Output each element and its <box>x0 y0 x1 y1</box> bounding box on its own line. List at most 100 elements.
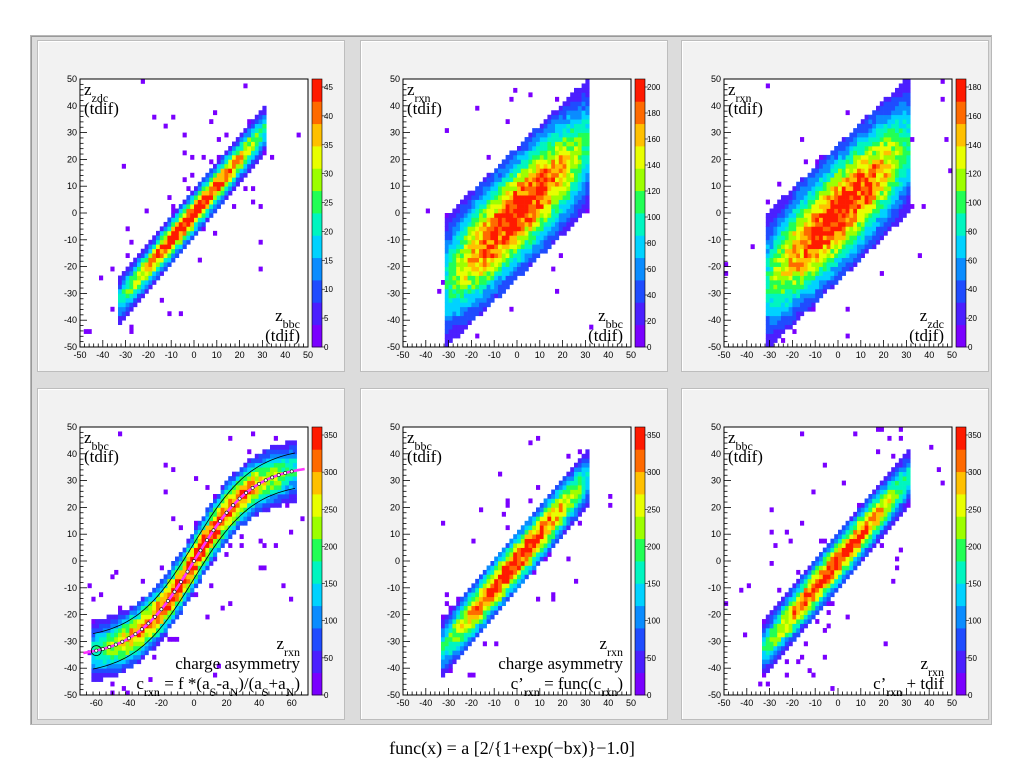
heatmap-cell <box>887 217 892 223</box>
heatmap-cell <box>137 271 142 276</box>
heatmap-cell <box>110 672 115 678</box>
heatmap-cell <box>902 87 907 93</box>
heatmap-cell <box>803 275 808 281</box>
heatmap-cell <box>460 271 465 276</box>
colorbar-label: 5 <box>324 314 329 323</box>
heatmap-cell <box>99 275 104 281</box>
heatmap-cell <box>471 672 476 678</box>
heatmap-cell <box>482 213 487 218</box>
heatmap-cell <box>860 150 865 156</box>
heatmap-cell <box>574 181 579 187</box>
heatmap-cell <box>460 302 465 308</box>
heatmap-cell <box>536 181 541 187</box>
heatmap-cell <box>581 467 586 473</box>
x-quantity-label: zbbc(tdif) <box>265 306 300 345</box>
heatmap-cell <box>577 204 582 209</box>
heatmap-cell <box>163 574 168 580</box>
heatmap-cell <box>788 217 793 223</box>
heatmap-cell <box>186 226 191 232</box>
heatmap-cell <box>857 181 862 187</box>
heatmap-cell <box>505 226 510 232</box>
heatmap-cell <box>883 96 888 102</box>
heatmap-cell <box>777 297 782 303</box>
heatmap-cell <box>803 266 808 272</box>
heatmap-cell <box>254 467 259 473</box>
heatmap-cell <box>209 119 214 125</box>
heatmap-cell <box>792 297 797 303</box>
heatmap-cell <box>494 172 499 178</box>
heatmap-cell <box>517 186 522 192</box>
heatmap-cell <box>479 239 484 245</box>
heatmap-cell <box>577 186 582 192</box>
heatmap-cell <box>558 489 563 495</box>
heatmap-cell <box>585 101 590 107</box>
heatmap-cell <box>501 574 506 580</box>
heatmap-cell <box>551 110 556 116</box>
heatmap-cell <box>777 230 782 236</box>
heatmap-cell <box>441 636 446 642</box>
heatmap-cell <box>125 654 130 660</box>
heatmap-cell <box>574 489 579 495</box>
heatmap-cell <box>520 190 525 196</box>
heatmap-cell <box>857 244 862 250</box>
heatmap-cell <box>834 239 839 245</box>
heatmap-cell <box>822 181 827 187</box>
heatmap-cell <box>494 266 499 272</box>
heatmap-cell <box>171 587 176 593</box>
heatmap-cell <box>513 190 518 196</box>
heatmap-cell <box>190 556 195 562</box>
heatmap-cell <box>235 172 240 178</box>
heatmap-cell <box>860 119 865 125</box>
heatmap-cell <box>220 181 225 187</box>
heatmap-cell <box>857 150 862 156</box>
heatmap-cell <box>857 168 862 174</box>
heatmap-cell <box>906 137 911 142</box>
heatmap-cell <box>220 485 225 490</box>
heatmap-cell <box>864 159 869 165</box>
heatmap-cell <box>254 458 259 464</box>
heatmap-cell <box>860 168 865 174</box>
heatmap-cell <box>769 208 774 214</box>
heatmap-cell <box>129 239 134 245</box>
heatmap-cell <box>574 195 579 200</box>
heatmap-cell <box>102 623 107 629</box>
heatmap-cell <box>577 110 582 116</box>
heatmap-cell <box>213 494 218 499</box>
heatmap-cell <box>452 654 457 660</box>
heatmap-cell <box>532 235 537 241</box>
heatmap-cell <box>235 141 240 147</box>
heatmap-cell <box>475 333 480 339</box>
heatmap-cell <box>479 306 484 312</box>
y-tick-label: -40 <box>708 315 721 325</box>
heatmap-cell <box>254 507 259 513</box>
heatmap-cell <box>849 257 854 263</box>
heatmap-cell <box>171 244 176 250</box>
heatmap-cell <box>819 163 824 169</box>
heatmap-cell <box>509 280 514 285</box>
heatmap-cell <box>539 168 544 174</box>
heatmap-cell <box>186 596 191 602</box>
heatmap-cell <box>498 186 503 192</box>
heatmap-cell <box>243 132 248 138</box>
heatmap-cell <box>773 248 778 254</box>
heatmap-cell <box>441 645 446 651</box>
heatmap-cell <box>536 159 541 165</box>
heatmap-cell <box>608 502 613 508</box>
heatmap-cell <box>520 262 525 267</box>
heatmap-cell <box>800 293 805 299</box>
heatmap-cell <box>784 244 789 250</box>
heatmap-cell <box>243 83 248 89</box>
heatmap-cell <box>228 534 233 540</box>
heatmap-cell <box>205 529 210 535</box>
heatmap-cell <box>494 235 499 241</box>
heatmap-cell <box>178 208 183 214</box>
heatmap-cell <box>520 226 525 232</box>
heatmap-cell <box>247 141 252 147</box>
x-label-line: zbbc <box>598 306 623 331</box>
heatmap-cell <box>528 213 533 218</box>
heatmap-cell <box>463 253 468 259</box>
heatmap-cell <box>532 226 537 232</box>
heatmap-cell <box>232 154 237 160</box>
heatmap-cell <box>581 128 586 133</box>
heatmap-cell <box>811 226 816 232</box>
